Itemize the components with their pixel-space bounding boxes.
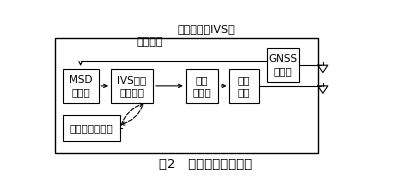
Text: 通信
模块: 通信 模块: [237, 75, 250, 97]
Bar: [229, 69, 258, 103]
Bar: [185, 69, 218, 103]
Bar: [111, 69, 153, 103]
Text: 麦克风和扬声器: 麦克风和扬声器: [69, 123, 113, 133]
Bar: [63, 115, 120, 141]
Text: IVS数据
调制解调: IVS数据 调制解调: [117, 75, 146, 97]
Bar: [63, 69, 98, 103]
Text: GNSS
接收机: GNSS 接收机: [268, 54, 297, 76]
Text: 语音
编码器: 语音 编码器: [192, 75, 211, 97]
Text: MSD
信息源: MSD 信息源: [69, 75, 92, 97]
Bar: [266, 48, 299, 82]
Text: 图2   车载系统组成框图: 图2 车载系统组成框图: [159, 158, 252, 171]
Text: 车载系统（IVS）: 车载系统（IVS）: [177, 24, 234, 34]
Text: 位置数据: 位置数据: [136, 37, 163, 47]
Bar: [55, 38, 318, 153]
